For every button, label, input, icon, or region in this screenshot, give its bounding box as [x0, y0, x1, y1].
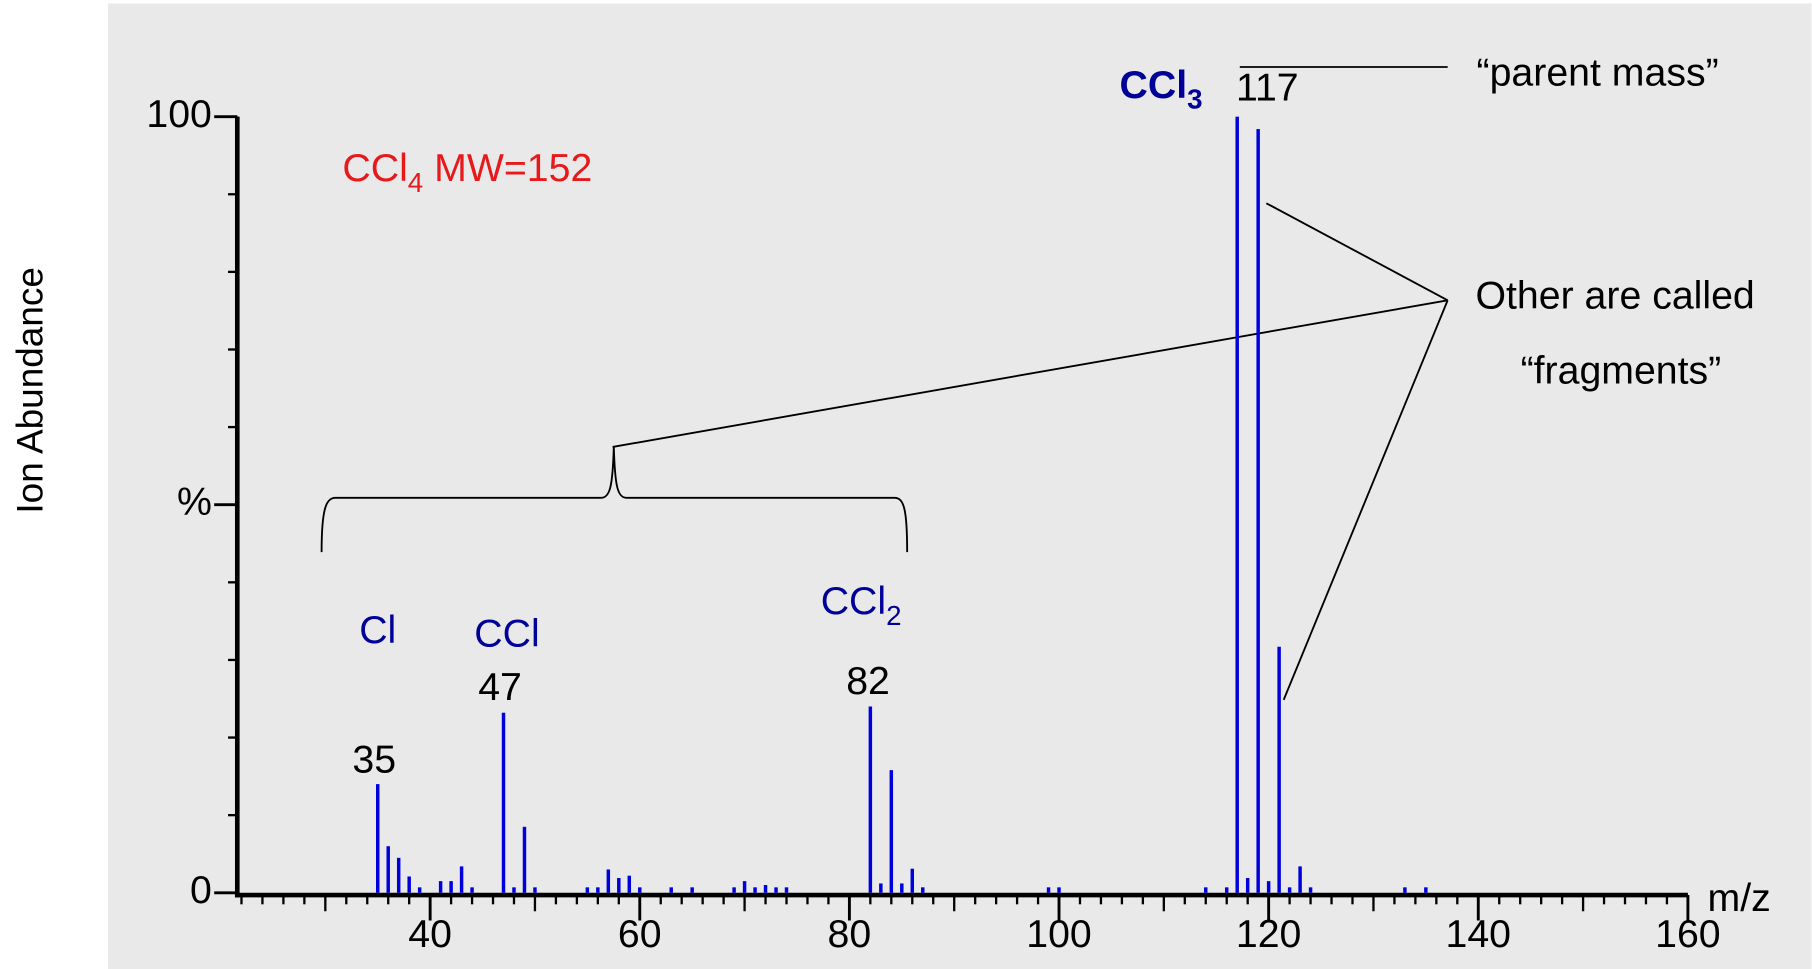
peak: [742, 881, 747, 893]
peak: [386, 846, 390, 893]
plot-background: [107, 3, 1812, 969]
ion-label: CCl2: [821, 579, 902, 631]
formula-sub: 4: [408, 167, 423, 198]
y-tick-label: 100: [146, 92, 212, 136]
peak: [417, 887, 422, 893]
peak: [617, 878, 621, 893]
peak: [533, 887, 537, 893]
x-tick-label: 40: [408, 912, 452, 956]
peak-mz-label: 47: [478, 665, 522, 709]
peak-mz-label: 117: [1236, 65, 1299, 109]
ion-formula: CCl: [821, 579, 886, 623]
peak: [1046, 887, 1051, 893]
peak: [784, 887, 789, 893]
peak: [1204, 887, 1208, 893]
annotation-lines: [320, 66, 1449, 701]
peak: [774, 887, 778, 893]
x-tick-label: 100: [1026, 912, 1092, 956]
peak: [1287, 887, 1292, 893]
y-tick-label: %: [177, 480, 212, 524]
peak: [449, 881, 453, 893]
peak: [407, 876, 411, 893]
peak: [879, 883, 883, 893]
y-tick-label: 0: [190, 868, 212, 912]
peak: [753, 887, 757, 893]
fragment-bracket: [320, 446, 909, 553]
peak: [921, 887, 925, 893]
peak: [669, 887, 673, 893]
peak: [732, 887, 736, 893]
fragments-annotation: Other are called: [1476, 273, 1755, 317]
peak: [396, 857, 401, 893]
peak: [1224, 887, 1229, 893]
peak: [522, 826, 527, 893]
formula-text: MW=152: [423, 146, 592, 190]
ion-label: CCl: [474, 612, 539, 656]
peak: [1057, 887, 1061, 893]
peak: [1298, 866, 1302, 893]
peak: [690, 887, 694, 893]
ion-formula: Cl: [359, 608, 396, 652]
fragments-annotation: “fragments”: [1521, 348, 1722, 392]
ion-formula-sub: 3: [1187, 84, 1202, 115]
parent-annotation: “parent mass”: [1477, 50, 1719, 94]
peak: [1403, 887, 1407, 893]
x-tick-label: 60: [618, 912, 662, 956]
x-tick-label: 160: [1655, 912, 1721, 956]
x-tick-label: 120: [1236, 912, 1302, 956]
peak: [501, 712, 506, 893]
peak: [1256, 129, 1260, 893]
peak: [596, 887, 600, 893]
peak: [627, 875, 632, 893]
ion-label: Cl: [359, 608, 396, 652]
peak-mz-label: 82: [846, 659, 890, 703]
peak: [900, 883, 904, 893]
peak: [638, 887, 642, 893]
peak: [1235, 116, 1239, 893]
peak: [459, 866, 464, 893]
peak: [910, 868, 915, 893]
y-axis-label: Ion Abundance: [10, 267, 51, 513]
x-axis-label: m/z: [1708, 876, 1771, 920]
ion-label: CCl3: [1120, 63, 1203, 115]
peak: [585, 887, 590, 893]
peak: [512, 887, 516, 893]
peak: [1266, 881, 1271, 893]
x-tick-label: 140: [1446, 912, 1512, 956]
peak: [470, 887, 474, 893]
peak: [1308, 887, 1313, 893]
ion-formula: CCl: [474, 612, 539, 656]
peak-mz-label: 35: [352, 738, 396, 782]
peak: [376, 784, 380, 893]
ion-formula: CCl: [1120, 63, 1188, 107]
formula: CCl: [342, 146, 407, 190]
peak: [1424, 887, 1428, 893]
fragment-pointer: [1265, 202, 1449, 302]
ion-formula-sub: 2: [886, 600, 901, 631]
peak: [763, 885, 768, 893]
compound-label: CCl4 MW=152: [342, 146, 592, 198]
x-tick-label: 80: [828, 912, 872, 956]
peak: [889, 770, 894, 893]
peak: [868, 706, 873, 893]
fragment-pointer: [1282, 299, 1449, 701]
fragment-pointer: [612, 299, 1448, 448]
peak: [606, 869, 611, 893]
peak: [1245, 878, 1250, 893]
peak: [1277, 646, 1281, 893]
peak: [438, 881, 443, 893]
